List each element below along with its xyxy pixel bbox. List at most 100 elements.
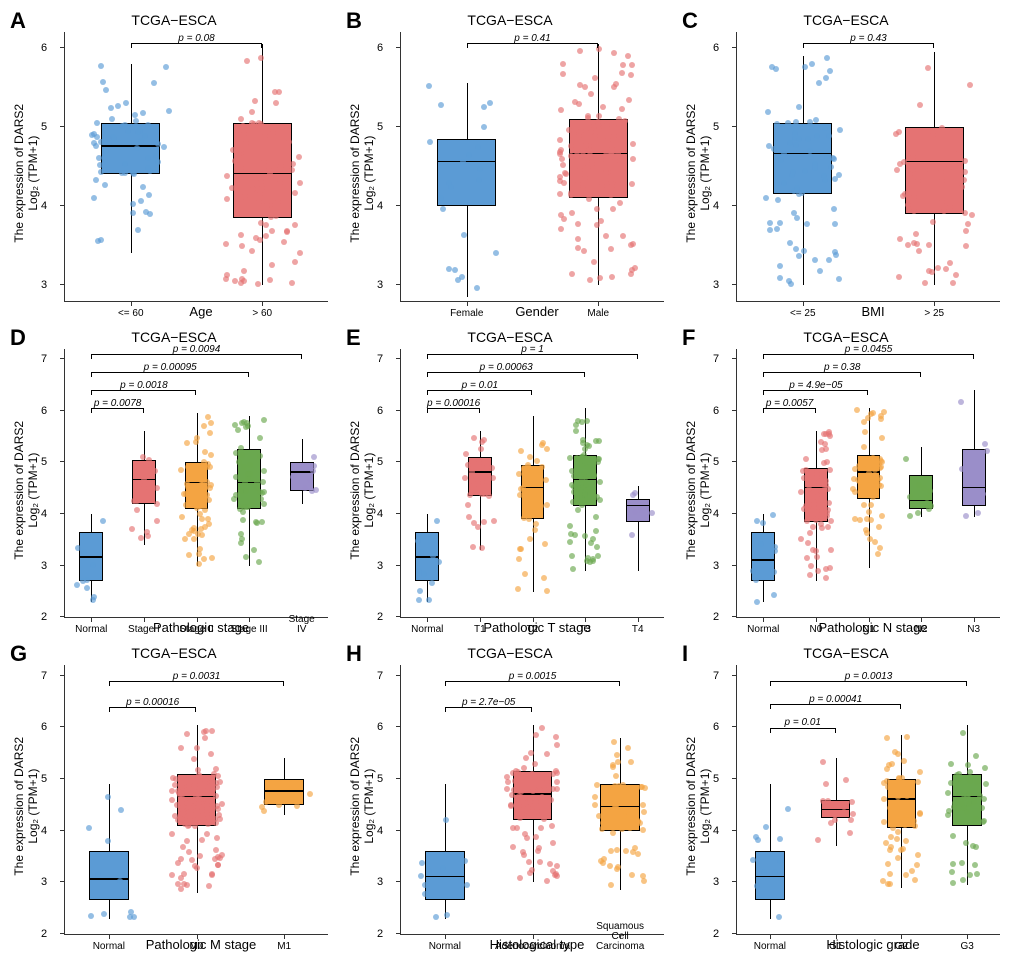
p-value-label: p = 0.00063 — [480, 362, 533, 373]
data-point — [914, 862, 920, 868]
panel-letter: E — [346, 325, 361, 351]
data-point — [881, 796, 887, 802]
data-point — [902, 803, 908, 809]
y-tick-label: 7 — [713, 670, 719, 682]
panel-F: FTCGA−ESCAThe expression of DARS2 Log₂ (… — [682, 327, 1010, 636]
data-point — [129, 526, 135, 532]
data-point — [603, 233, 609, 239]
data-point — [178, 745, 184, 751]
p-value-label: p = 0.38 — [824, 362, 860, 373]
data-point — [875, 477, 881, 483]
data-point — [465, 462, 471, 468]
data-point — [438, 195, 444, 201]
data-point — [575, 221, 581, 227]
data-point — [426, 83, 432, 89]
data-point — [252, 98, 258, 104]
x-tick-label: Stage II — [179, 625, 213, 635]
data-point — [857, 517, 863, 523]
data-point — [620, 62, 626, 68]
data-point — [832, 176, 838, 182]
data-point — [785, 120, 791, 126]
data-point — [98, 169, 104, 175]
data-point — [179, 784, 185, 790]
data-point — [589, 161, 595, 167]
data-point — [517, 815, 523, 821]
data-point — [947, 204, 953, 210]
data-point — [598, 218, 604, 224]
data-point — [209, 872, 215, 878]
data-point — [785, 806, 791, 812]
data-point — [155, 159, 161, 165]
data-point — [284, 211, 290, 217]
data-point — [310, 468, 316, 474]
x-tick-label: N1 — [862, 625, 875, 635]
data-point — [621, 813, 627, 819]
data-point — [628, 242, 634, 248]
plot-area: 3456FemaleMalep = 0.41 — [400, 32, 664, 302]
data-point — [200, 500, 206, 506]
data-point — [268, 214, 274, 220]
data-point — [446, 180, 452, 186]
data-point — [511, 787, 517, 793]
data-point — [206, 883, 212, 889]
data-point — [213, 847, 219, 853]
data-point — [773, 66, 779, 72]
y-tick-label: 7 — [377, 670, 383, 682]
data-point — [577, 82, 583, 88]
data-point — [83, 533, 89, 539]
data-point — [523, 774, 529, 780]
data-point — [585, 464, 591, 470]
data-point — [163, 64, 169, 70]
data-point — [186, 552, 192, 558]
data-point — [927, 488, 933, 494]
data-point — [750, 568, 756, 574]
data-point — [184, 481, 190, 487]
data-point — [529, 867, 535, 873]
data-point — [253, 235, 259, 241]
data-point — [876, 482, 882, 488]
y-tick-label: 5 — [713, 773, 719, 785]
data-point — [894, 167, 900, 173]
data-point — [90, 562, 96, 568]
data-point — [94, 120, 100, 126]
data-point — [243, 140, 249, 146]
data-point — [208, 452, 214, 458]
data-point — [584, 418, 590, 424]
data-point — [966, 776, 972, 782]
y-axis-label: The expression of DARS2 Log₂ (TPM+1) — [346, 345, 378, 636]
data-point — [470, 544, 476, 550]
data-point — [959, 860, 965, 866]
data-point — [535, 848, 541, 854]
data-point — [207, 464, 213, 470]
y-tick-label: 4 — [713, 825, 719, 837]
data-point — [510, 825, 516, 831]
data-point — [922, 280, 928, 286]
data-point — [240, 509, 246, 515]
data-point — [881, 819, 887, 825]
data-point — [630, 492, 636, 498]
data-point — [194, 745, 200, 751]
data-point — [521, 852, 527, 858]
data-point — [561, 180, 567, 186]
data-point — [522, 498, 528, 504]
data-point — [184, 838, 190, 844]
data-point — [292, 190, 298, 196]
panel-title: TCGA−ESCA — [346, 329, 674, 345]
y-tick-label: 5 — [41, 773, 47, 785]
data-point — [145, 122, 151, 128]
data-point — [538, 825, 544, 831]
data-point — [103, 148, 109, 154]
data-point — [587, 277, 593, 283]
data-point — [588, 540, 594, 546]
data-point — [138, 138, 144, 144]
p-value-label: p = 4.9e−05 — [789, 380, 842, 391]
data-point — [463, 451, 469, 457]
x-tick-label: M1 — [277, 942, 291, 952]
y-axis-label: The expression of DARS2 Log₂ (TPM+1) — [10, 661, 42, 952]
data-point — [816, 80, 822, 86]
data-point — [915, 852, 921, 858]
data-point — [799, 190, 805, 196]
data-point — [131, 498, 137, 504]
panel-B: BTCGA−ESCAThe expression of DARS2 Log₂ (… — [346, 10, 674, 319]
data-point — [141, 476, 147, 482]
